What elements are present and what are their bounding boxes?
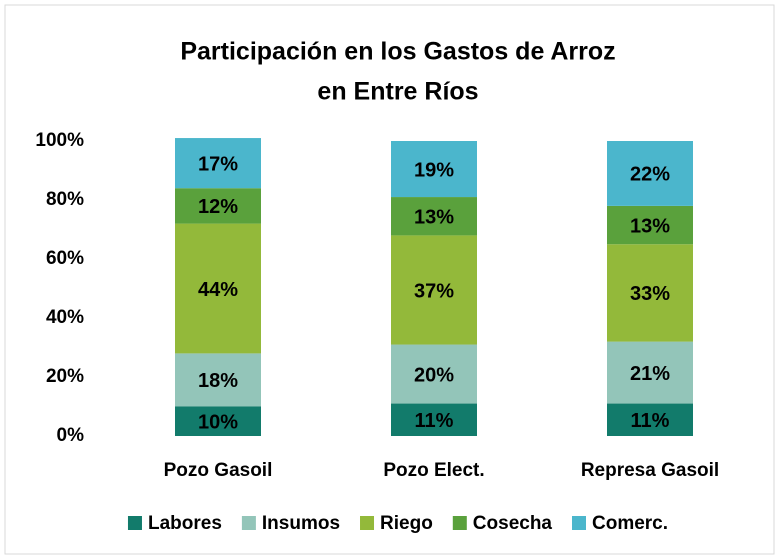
y-tick-label: 0% [57,425,85,446]
data-label: 11% [415,410,454,432]
bar-segment [391,141,477,198]
bar-segment [175,406,261,436]
bar-segment [175,353,261,407]
bar-segment [607,341,693,404]
data-label: 44% [198,279,238,301]
bar-segment [391,235,477,345]
legend-swatch [360,516,375,530]
bar-segment [175,188,261,224]
legend-swatch [572,516,586,530]
bar-segment [607,205,693,245]
legend-label: Labores [148,513,222,534]
data-label: 21% [630,363,670,385]
bar-segment [607,244,693,342]
data-label: 13% [630,215,670,237]
y-tick-label: 100% [35,130,84,151]
bar-segment [391,344,477,404]
legend-label: Cosecha [473,513,553,534]
data-label: 12% [198,196,238,218]
y-tick-label: 60% [46,248,84,269]
y-tick-label: 20% [46,366,84,387]
y-tick-label: 40% [46,307,84,328]
bar-segment [391,197,477,236]
legend-label: Insumos [262,513,340,534]
x-tick-label: Pozo Elect. [383,460,484,481]
x-tick-label: Represa Gasoil [581,460,719,481]
legend-label: Comerc. [592,513,668,534]
bar-segment [391,403,477,436]
legend-swatch [241,516,256,530]
legend-swatch [452,516,467,530]
data-label: 20% [414,364,454,386]
bar-segment [175,223,261,354]
data-label: 17% [198,153,238,175]
data-label: 13% [414,207,454,229]
bar-segment [175,138,261,189]
bar-segment [607,403,693,436]
bar-segment [607,141,693,206]
chart-title: Participación en los Gastos de Arroz [180,38,615,66]
data-label: 37% [414,280,454,302]
data-label: 33% [630,283,670,305]
legend-label: Riego [380,513,433,534]
data-label: 11% [631,410,670,432]
x-tick-label: Pozo Gasoil [164,460,273,481]
data-label: 22% [630,164,670,186]
data-label: 10% [198,412,238,434]
data-label: 18% [198,370,238,392]
chart-title: en Entre Ríos [317,78,478,106]
legend-swatch [127,516,142,530]
data-label: 19% [414,159,454,181]
y-tick-label: 80% [46,189,84,210]
